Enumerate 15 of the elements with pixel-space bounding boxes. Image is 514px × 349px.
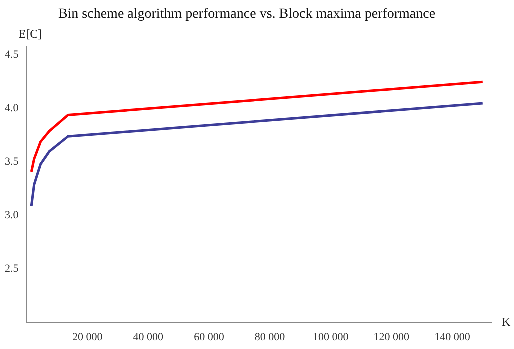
y-tick-label: 4.5 [5, 49, 20, 62]
x-tick-label: 40 000 [133, 331, 164, 344]
chart-title: Bin scheme algorithm performance vs. Block maxima performance [58, 7, 436, 22]
x-tick-label: 20 000 [72, 331, 104, 344]
x-tick-label: 80 000 [254, 331, 286, 344]
x-tick-label: 120 000 [374, 331, 410, 344]
x-tick-label: 100 000 [312, 331, 350, 344]
y-axis-title: E[C] [18, 26, 42, 41]
x-axis-title: K [502, 314, 511, 329]
y-tick-label: 3.0 [5, 210, 20, 222]
x-tick-label: 60 000 [194, 331, 225, 344]
x-tick-label: 140 000 [434, 331, 471, 344]
y-tick-label: 4.0 [5, 102, 20, 115]
y-tick-label: 3.5 [5, 156, 20, 168]
y-tick-label: 2.5 [5, 263, 20, 276]
